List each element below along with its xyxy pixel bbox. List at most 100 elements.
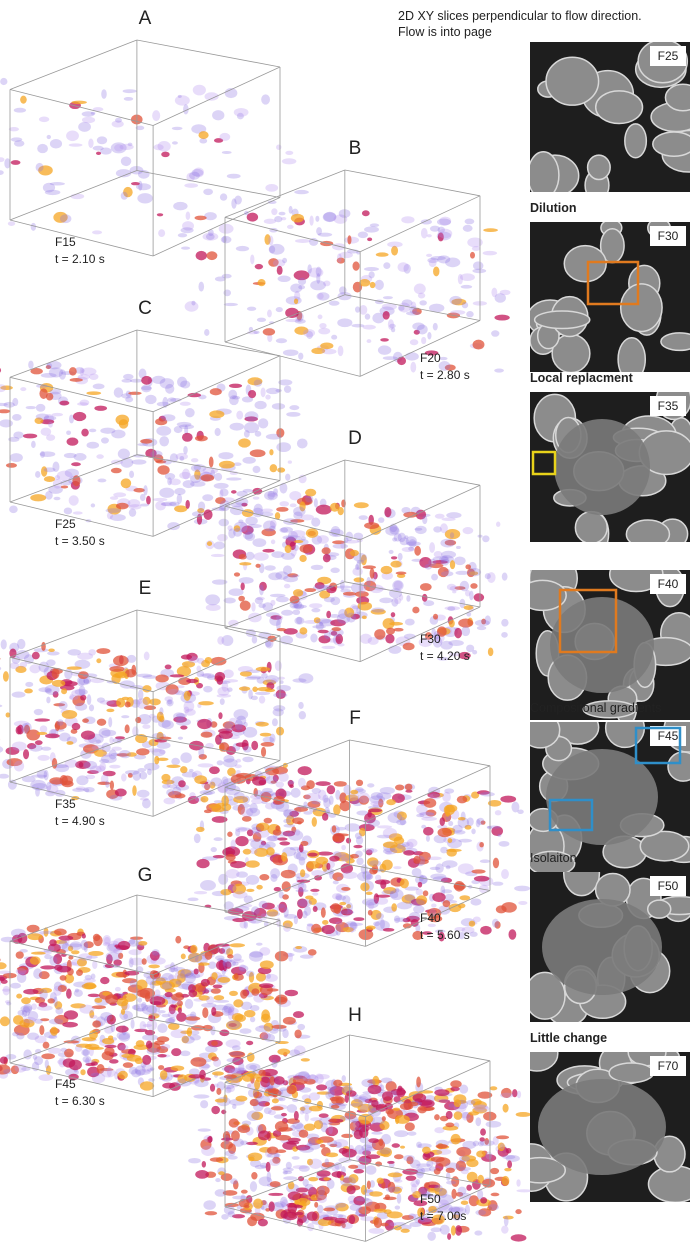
volume-blob xyxy=(391,903,397,911)
volume-blob xyxy=(210,388,222,395)
volume-blob xyxy=(297,899,311,907)
volume-blob xyxy=(148,965,160,969)
volume-blob xyxy=(368,1228,384,1234)
volume-blob xyxy=(467,238,483,248)
volume-blob xyxy=(79,686,86,697)
volume-blob xyxy=(198,962,210,965)
volume-blob xyxy=(101,437,109,443)
volume-blob xyxy=(41,1053,55,1059)
volume-blob xyxy=(455,571,468,575)
volume-blob xyxy=(500,1093,513,1098)
volume-blob xyxy=(438,229,452,239)
volume-blob xyxy=(432,892,445,902)
volume-blob xyxy=(188,984,196,993)
volume-blob xyxy=(258,1130,270,1140)
volume-blob xyxy=(323,1207,335,1211)
volume-blob xyxy=(474,593,485,601)
volume-blob xyxy=(446,1111,453,1119)
volume-blob xyxy=(450,1134,460,1145)
volume-blob xyxy=(334,905,341,914)
volume-blob xyxy=(33,968,42,979)
volume-blob xyxy=(274,1076,285,1085)
volume-blob xyxy=(109,666,124,672)
volume-blob xyxy=(298,778,306,788)
volume-blob xyxy=(355,851,363,858)
volume-blob xyxy=(266,776,278,785)
volume-blob xyxy=(152,977,168,981)
volume-blob xyxy=(207,251,218,260)
volume-blob xyxy=(16,994,22,999)
volume-blob xyxy=(198,763,214,767)
volume-blob xyxy=(278,1097,285,1101)
volume-blob xyxy=(208,961,216,969)
volume-blob xyxy=(6,463,17,468)
volume-blob xyxy=(47,135,51,139)
grain xyxy=(661,333,694,351)
volume-blob xyxy=(315,781,330,786)
volume-blob xyxy=(97,719,106,726)
volume-blob xyxy=(448,640,463,646)
volume-blob xyxy=(261,1009,270,1020)
volume-blob xyxy=(37,1005,53,1011)
volume-blob xyxy=(136,698,147,709)
volume-blob xyxy=(261,747,266,757)
panel-letter: B xyxy=(349,138,362,159)
volume-blob xyxy=(79,1005,94,1014)
volume-blob xyxy=(431,574,438,581)
volume-blob xyxy=(137,674,152,678)
volume-blob xyxy=(247,1084,251,1088)
volume-blob xyxy=(201,1145,215,1155)
volume-blob xyxy=(234,973,239,979)
time-label: t = 4.20 s xyxy=(420,649,470,663)
volume-blob xyxy=(221,1214,228,1220)
volume-blob xyxy=(180,725,187,729)
volume-blob xyxy=(275,1121,288,1132)
volume-blob xyxy=(88,649,96,655)
grain xyxy=(609,1063,653,1083)
volume-blob xyxy=(269,246,275,254)
volume-blob xyxy=(427,234,432,237)
volume-blob xyxy=(308,853,318,857)
volume-blob xyxy=(144,763,159,771)
volume-blob xyxy=(282,258,287,263)
volume-blob xyxy=(477,818,485,825)
volume-blob xyxy=(262,549,274,553)
volume-blob xyxy=(143,485,147,495)
volume-blob xyxy=(142,724,150,729)
volume-blob xyxy=(267,1171,271,1182)
volume-blob xyxy=(84,982,96,989)
frame-label: F30 xyxy=(420,632,441,646)
volume-blob xyxy=(252,777,266,786)
volume-blob xyxy=(121,157,132,167)
volume-blob xyxy=(263,737,275,743)
volume-blob xyxy=(293,1011,304,1018)
volume-blob xyxy=(403,850,415,855)
volume-blob xyxy=(355,564,359,570)
volume-blob xyxy=(248,689,253,699)
volume-blob xyxy=(266,388,280,394)
volume-blob xyxy=(447,606,455,611)
volume-blob xyxy=(88,994,100,997)
volume-blob xyxy=(171,758,180,765)
volume-blob xyxy=(149,714,155,719)
volume-blob xyxy=(223,959,236,967)
volume-blob xyxy=(388,319,394,330)
volume-blob xyxy=(277,628,287,631)
volume-blob xyxy=(318,315,323,320)
volume-blob xyxy=(359,279,370,287)
volume-blob xyxy=(344,237,359,244)
volume-blob xyxy=(387,241,403,247)
volume-blob xyxy=(227,1020,241,1029)
volume-blob xyxy=(21,997,31,1004)
volume-blob xyxy=(176,718,191,726)
volume-blob xyxy=(265,394,270,399)
volume-blob xyxy=(239,921,246,928)
volume-blob xyxy=(457,796,467,804)
volume-blob xyxy=(310,634,317,643)
volume-blob xyxy=(329,301,340,306)
volume-blob xyxy=(332,893,342,899)
volume-blob xyxy=(437,218,451,225)
volume-blob xyxy=(213,1059,221,1067)
volume-blob xyxy=(468,568,481,576)
volume-blob xyxy=(440,847,448,854)
